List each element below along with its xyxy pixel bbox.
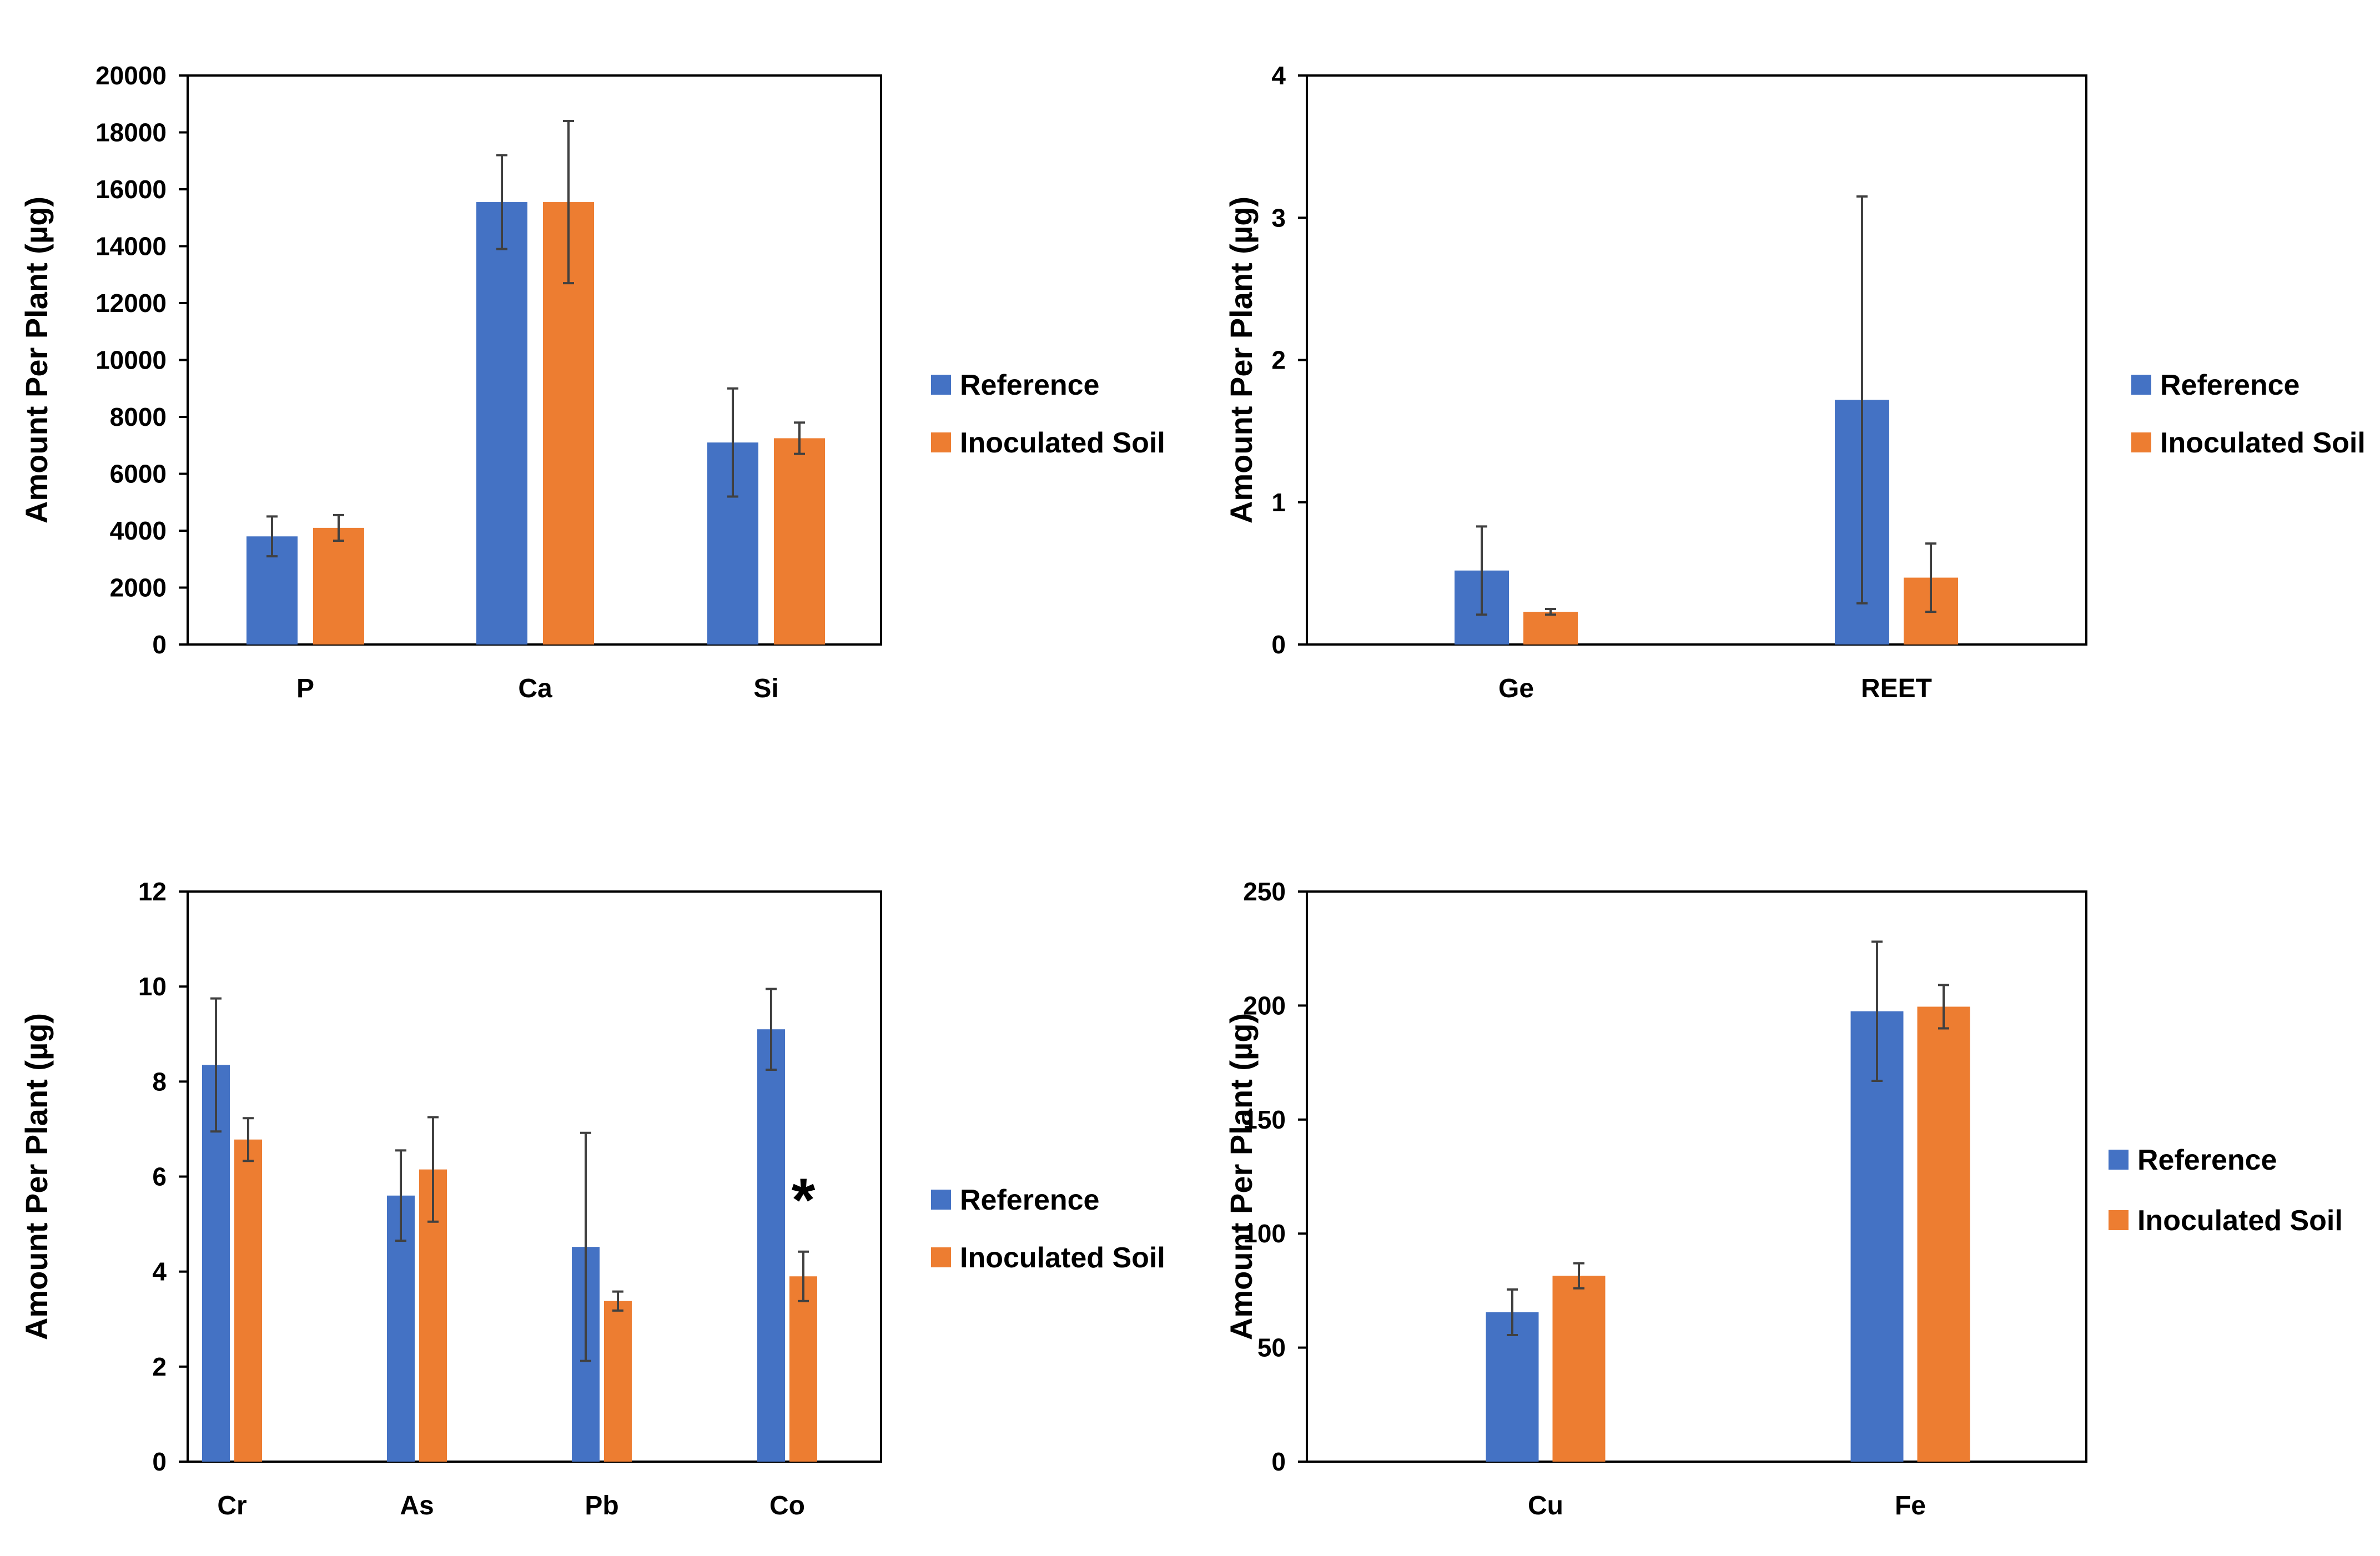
bar-inoculated-soil-cr	[234, 1139, 262, 1462]
y-axis-label: Amount Per Plant (µg)	[1224, 1013, 1259, 1340]
y-tick-label: 2000	[110, 573, 167, 602]
y-tick-label: 8	[152, 1067, 167, 1096]
y-tick-label: 16000	[95, 175, 167, 204]
legend-label: Reference	[960, 1184, 1099, 1216]
y-tick-label: 100	[1243, 1219, 1286, 1248]
y-tick-label: 4000	[110, 516, 167, 545]
x-tick-label: Cu	[1528, 1491, 1563, 1520]
x-tick-label: Co	[769, 1491, 805, 1520]
legend-label: Reference	[960, 369, 1099, 401]
y-tick-label: 200	[1243, 991, 1286, 1020]
y-tick-label: 12	[138, 877, 167, 906]
y-tick-label: 4	[1271, 61, 1286, 90]
bar-reference-ca	[476, 202, 527, 644]
significance-annotation: *	[792, 1166, 816, 1235]
bar-inoculated-soil-p	[313, 527, 364, 644]
legend-label: Inoculated Soil	[2137, 1205, 2343, 1237]
y-tick-label: 4	[152, 1257, 167, 1286]
x-tick-label: REET	[1861, 674, 1932, 703]
bar-inoculated-soil-fe	[1917, 1006, 1970, 1462]
y-tick-label: 10	[138, 972, 167, 1001]
legend-label: Reference	[2160, 369, 2300, 401]
y-axis-label: Amount Per Plant (µg)	[1224, 197, 1259, 523]
legend-swatch	[2109, 1210, 2129, 1230]
y-tick-label: 0	[1271, 1447, 1286, 1476]
y-axis-label: Amount Per Plant (µg)	[19, 197, 54, 523]
y-tick-label: 10000	[95, 346, 167, 375]
y-tick-label: 150	[1243, 1105, 1286, 1134]
legend-swatch	[931, 432, 951, 452]
bar-reference-cu	[1486, 1312, 1539, 1462]
y-tick-label: 50	[1257, 1333, 1286, 1362]
y-tick-label: 0	[152, 630, 167, 659]
y-tick-label: 20000	[95, 61, 167, 90]
x-tick-label: Si	[753, 674, 778, 703]
bar-inoculated-soil-cu	[1552, 1276, 1606, 1462]
legend-label: Inoculated Soil	[960, 427, 1165, 459]
x-tick-label: Cr	[217, 1491, 246, 1520]
plot-frame	[1306, 890, 2087, 1463]
y-tick-label: 0	[1271, 630, 1286, 659]
y-axis-label: Amount Per Plant (µg)	[19, 1013, 54, 1340]
bar-inoculated-soil-ge	[1523, 612, 1578, 644]
chart-3: 0 2 4 6 8 10 12 Amount Per Plant (µg) Cr As Pb Co * R…	[19, 877, 1165, 1520]
legend-label: Inoculated Soil	[960, 1242, 1165, 1274]
x-tick-label: Ca	[518, 674, 552, 703]
x-tick-label: Ge	[1498, 674, 1534, 703]
y-tick-label: 12000	[95, 289, 167, 318]
x-tick-label: P	[296, 674, 314, 703]
legend-swatch	[2131, 432, 2151, 452]
bar-inoculated-soil-co	[789, 1276, 817, 1462]
legend-swatch	[931, 1190, 951, 1210]
bar-inoculated-soil-pb	[604, 1301, 632, 1462]
legend-swatch	[2109, 1150, 2129, 1170]
y-tick-label: 2	[152, 1352, 167, 1381]
legend-label: Reference	[2137, 1144, 2277, 1176]
y-tick-label: 1	[1271, 488, 1286, 517]
y-tick-label: 18000	[95, 118, 167, 147]
legend-label: Inoculated Soil	[2160, 427, 2366, 459]
bar-reference-fe	[1850, 1011, 1904, 1462]
x-tick-label: Fe	[1895, 1491, 1926, 1520]
y-tick-label: 8000	[110, 402, 167, 431]
y-tick-label: 3	[1271, 203, 1286, 232]
y-tick-label: 14000	[95, 232, 167, 261]
legend-swatch	[2131, 375, 2151, 395]
chart-1: 0 2000 4000 6000 8000 10000 12000 14000 16000 180…	[19, 61, 1165, 703]
chart-4: 0 50 100 150 200 250 Amount Per Plant (µg) Cu Fe…	[1224, 877, 2343, 1520]
bar-reference-co	[757, 1029, 785, 1462]
chart-2: 0 1 2 3 4 Amount Per Plant (µg) Ge REET Referenc…	[1224, 61, 2366, 703]
legend-swatch	[931, 375, 951, 395]
y-tick-label: 0	[152, 1447, 167, 1476]
x-tick-label: Pb	[585, 1491, 618, 1520]
plot-frame	[1306, 74, 2087, 646]
y-tick-label: 6000	[110, 460, 167, 489]
y-tick-label: 250	[1243, 877, 1286, 906]
y-tick-label: 6	[152, 1162, 167, 1191]
x-tick-label: As	[400, 1491, 434, 1520]
y-tick-label: 2	[1271, 346, 1286, 375]
legend-swatch	[931, 1247, 951, 1267]
bar-inoculated-soil-si	[774, 438, 825, 644]
